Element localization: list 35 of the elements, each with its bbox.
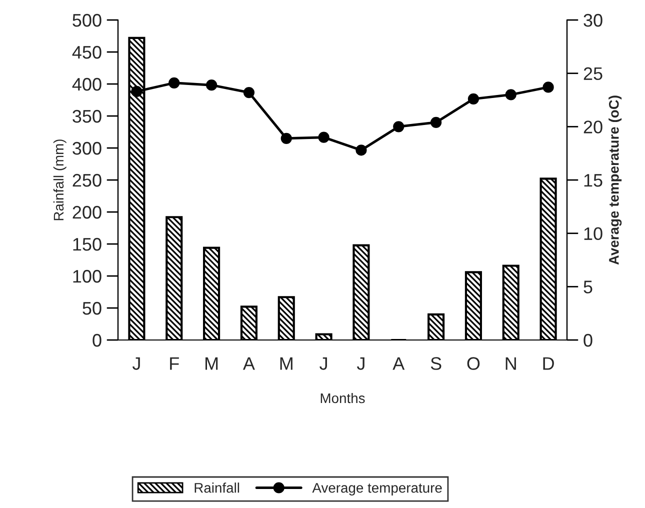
x-tick-label: A xyxy=(392,357,405,370)
y-tick-label: 500 xyxy=(72,14,102,27)
x-tick-label: M xyxy=(280,357,292,370)
x-tick-label: O xyxy=(467,357,480,370)
y2-tick-label: 0 xyxy=(584,334,592,347)
x-tick-label: D xyxy=(543,357,554,370)
y2-tick-label: 15 xyxy=(584,174,602,187)
y2-tick-label: 20 xyxy=(584,120,602,134)
x-tick-label: N xyxy=(506,357,516,370)
x-tick-label: S xyxy=(430,357,442,370)
y-tick-label: 50 xyxy=(82,302,102,315)
x-axis-title: Months xyxy=(320,392,365,404)
x-tick-label: J xyxy=(320,357,327,370)
x-tick-label: J xyxy=(132,357,140,370)
y2-tick-label: 30 xyxy=(584,14,602,27)
y2-tick-label: 5 xyxy=(584,280,592,294)
y-tick-label: 400 xyxy=(72,78,102,91)
y-axis-title: Rainfall (mm) xyxy=(53,140,66,220)
x-tick-label: F xyxy=(170,357,179,370)
y2-tick-label: 10 xyxy=(584,227,602,240)
y-tick-label: 250 xyxy=(72,174,102,187)
y2-tick-label: 25 xyxy=(584,67,602,80)
x-tick-label: J xyxy=(356,357,364,370)
legend-label: Average temperature xyxy=(312,483,442,496)
y-tick-label: 200 xyxy=(72,206,102,219)
legend-label: Rainfall xyxy=(194,482,240,493)
y-tick-label: 300 xyxy=(72,142,102,155)
y-tick-label: 450 xyxy=(72,46,102,59)
y-tick-label: 100 xyxy=(73,270,102,283)
y-tick-label: 150 xyxy=(73,238,102,251)
y2-axis-title: Average temperature (oC) xyxy=(608,96,622,265)
y-tick-label: 350 xyxy=(72,110,102,123)
y-tick-label: 0 xyxy=(92,334,102,347)
x-tick-label: M xyxy=(206,357,218,370)
x-tick-label: A xyxy=(242,357,255,370)
